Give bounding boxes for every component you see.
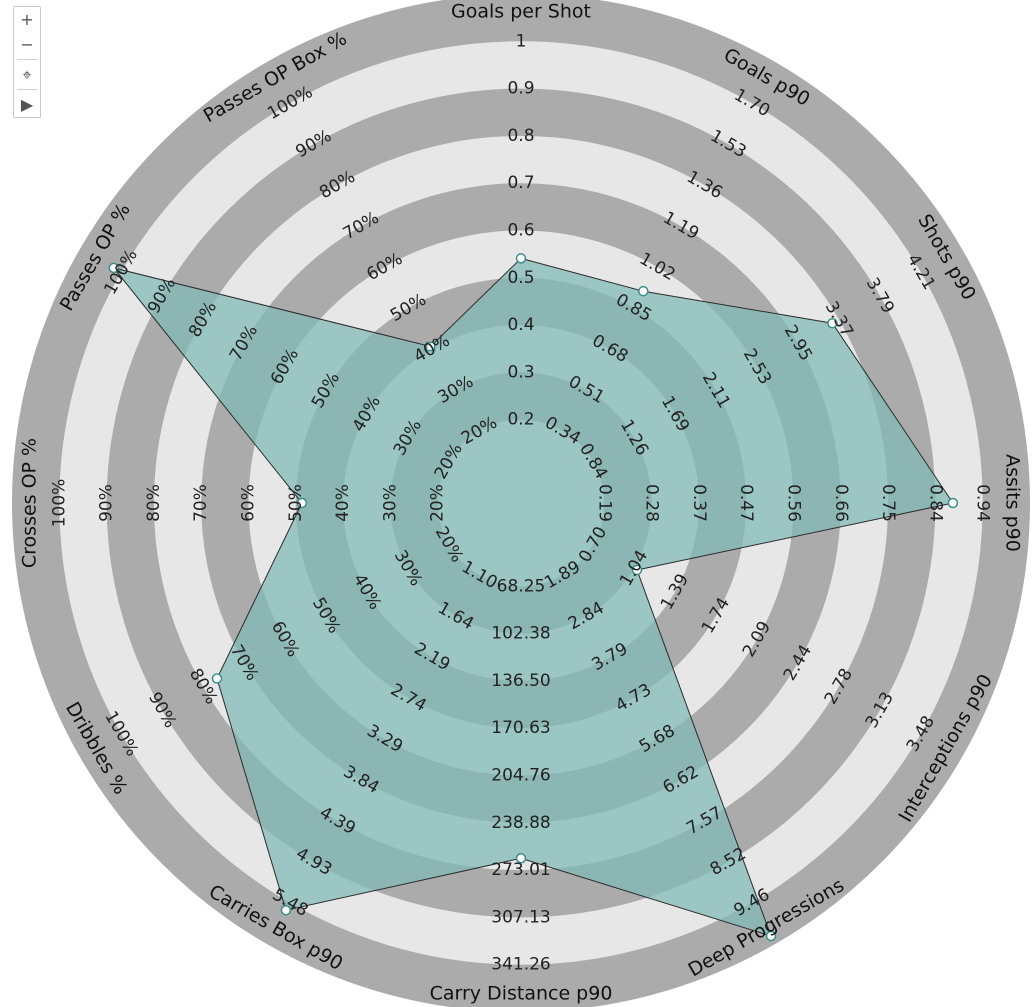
zoom-in-button[interactable]: + xyxy=(20,10,34,29)
tick-label: 90% xyxy=(97,484,117,522)
tick-label: 0.9 xyxy=(507,79,534,99)
tick-label: 0.5 xyxy=(507,268,534,288)
tick-label: 273.01 xyxy=(491,860,550,880)
tick-label: 204.76 xyxy=(491,766,550,786)
data-point-marker xyxy=(108,262,120,274)
tick-label: 50% xyxy=(286,484,306,522)
tick-label: 238.88 xyxy=(491,813,550,833)
tick-label: 0.84 xyxy=(925,484,945,522)
tick-label: 0.66 xyxy=(831,484,851,522)
axis-label: Crosses OP % xyxy=(19,438,41,568)
toolbar-divider xyxy=(17,59,37,60)
tick-label: 170.63 xyxy=(491,718,550,738)
tick-label: 0.2 xyxy=(507,410,534,430)
tick-label: 136.50 xyxy=(491,671,550,691)
tick-label: 0.3 xyxy=(507,362,534,382)
axis-label: Assits p90 xyxy=(1002,454,1024,552)
expand-arrow-icon[interactable]: ▶ xyxy=(20,95,34,114)
data-point-marker xyxy=(425,341,436,352)
tick-label: 68.25 xyxy=(497,576,546,596)
data-point-marker xyxy=(638,285,649,297)
chart-toolbar: + − ⌖ ▶ xyxy=(13,6,41,118)
tick-label: 70% xyxy=(191,484,211,522)
tick-label: 0.37 xyxy=(689,484,709,522)
toolbar-divider xyxy=(17,89,37,90)
data-point-marker xyxy=(947,497,959,509)
tick-label: 80% xyxy=(144,484,164,522)
tick-label: 0.4 xyxy=(507,315,534,335)
reset-view-icon[interactable]: ⌖ xyxy=(22,64,32,84)
tick-label: 30% xyxy=(380,484,400,522)
tick-label: 60% xyxy=(239,484,259,522)
tick-label: 40% xyxy=(333,484,353,522)
data-point-marker xyxy=(515,853,527,864)
tick-label: 341.26 xyxy=(491,955,550,975)
axis-label: Goals per Shot xyxy=(451,1,591,23)
tick-label: 0.56 xyxy=(784,484,804,522)
data-point-marker xyxy=(827,317,838,329)
data-point-marker xyxy=(515,253,527,264)
data-point-marker xyxy=(211,673,223,684)
tick-label: 1 xyxy=(516,31,527,51)
tick-label: 0.75 xyxy=(878,484,898,522)
tick-label: 0.19 xyxy=(594,484,614,522)
data-point-marker xyxy=(296,497,308,509)
tick-label: 0.94 xyxy=(973,484,993,522)
tick-label: 0.28 xyxy=(642,484,662,522)
zoom-out-button[interactable]: − xyxy=(20,35,34,54)
data-point-marker xyxy=(765,930,777,942)
tick-label: 100% xyxy=(49,479,69,528)
tick-label: 0.6 xyxy=(507,221,534,241)
tick-label: 102.38 xyxy=(491,624,550,644)
tick-label: 0.47 xyxy=(736,484,756,522)
tick-label: 20% xyxy=(428,484,448,522)
data-point-marker xyxy=(631,564,643,576)
axis-label: Carry Distance p90 xyxy=(430,983,613,1005)
tick-label: 0.7 xyxy=(507,173,534,193)
tick-label: 307.13 xyxy=(491,907,550,927)
tick-label: 0.8 xyxy=(507,126,534,146)
data-point-marker xyxy=(280,904,292,916)
